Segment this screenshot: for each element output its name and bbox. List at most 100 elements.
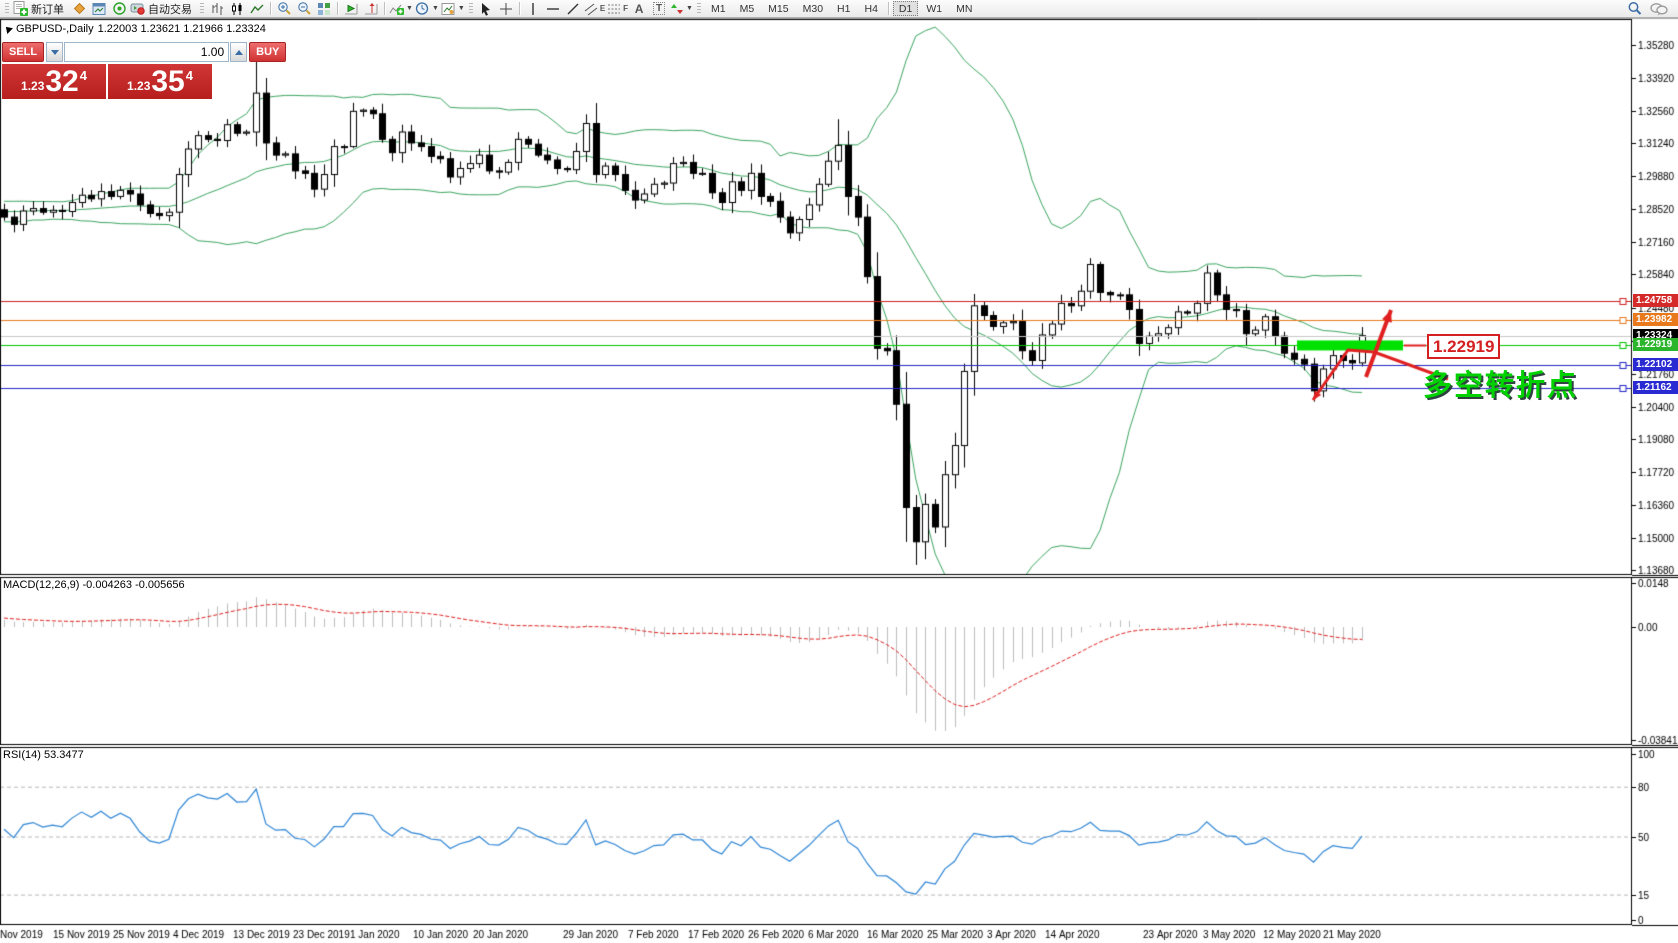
line-chart-mode-button[interactable] bbox=[247, 1, 267, 17]
new-chart-icon bbox=[92, 2, 105, 15]
new-order-icon bbox=[13, 1, 28, 16]
bar-chart-mode-button[interactable] bbox=[207, 1, 227, 17]
toolbar-grip[interactable] bbox=[468, 2, 473, 15]
bid-pipette: 4 bbox=[79, 67, 87, 83]
triangle-up-icon bbox=[234, 49, 243, 55]
horizontal-line-tool-button[interactable] bbox=[543, 1, 563, 17]
chevron-down-icon: ▼ bbox=[406, 5, 413, 12]
timeframe-m15[interactable]: M15 bbox=[762, 1, 794, 16]
tile-windows-button[interactable] bbox=[314, 1, 334, 17]
autotrading-label: 自动交易 bbox=[148, 3, 192, 16]
toolbar-separator bbox=[337, 2, 338, 15]
crosshair-tool-button[interactable] bbox=[496, 1, 516, 17]
volume-increase-button[interactable] bbox=[230, 42, 248, 62]
new-chart-button[interactable] bbox=[89, 1, 109, 17]
candlestick-mode-button[interactable] bbox=[227, 1, 247, 17]
signals-button[interactable] bbox=[109, 1, 129, 17]
price-tag: 1.23982 bbox=[1633, 313, 1678, 326]
toolbar-separator bbox=[887, 2, 889, 15]
toolbar-separator bbox=[518, 2, 520, 15]
cursor-icon bbox=[482, 2, 491, 16]
timeframe-w1[interactable]: W1 bbox=[920, 1, 948, 16]
cursor-tool-button[interactable] bbox=[476, 1, 496, 17]
price-callout[interactable]: 1.22919 bbox=[1427, 334, 1501, 359]
bid-big-digits: 32 bbox=[45, 64, 79, 98]
fibonacci-icon bbox=[608, 4, 621, 13]
main-toolbar: 新订单 自动交易 bbox=[0, 0, 1678, 18]
timeframe-m1[interactable]: M1 bbox=[705, 1, 732, 16]
new-order-button[interactable]: 新订单 bbox=[12, 1, 69, 17]
indicators-icon bbox=[389, 4, 404, 15]
buy-button[interactable]: BUY bbox=[249, 42, 287, 62]
arrows-tool-button[interactable]: ▼ bbox=[669, 1, 694, 17]
templates-button[interactable]: ▼ bbox=[440, 1, 466, 17]
timeframe-mn[interactable]: MN bbox=[950, 1, 978, 16]
timeframe-d1[interactable]: D1 bbox=[892, 1, 919, 16]
price-tag: 1.21162 bbox=[1633, 381, 1678, 394]
autotrading-button[interactable]: 自动交易 bbox=[129, 1, 197, 17]
toolbar-grip[interactable] bbox=[200, 2, 204, 15]
bid-prefix: 1.23 bbox=[21, 79, 45, 93]
text-label-tool-button[interactable]: T bbox=[649, 1, 669, 17]
text-tool-button[interactable]: A bbox=[629, 1, 649, 17]
chevron-down-icon: ▼ bbox=[686, 5, 693, 12]
vertical-line-tool-button[interactable] bbox=[523, 1, 543, 17]
chart-symbol-period: GBPUSD-,Daily bbox=[16, 23, 94, 35]
candlestick-chart-icon bbox=[232, 2, 242, 15]
text-label-icon: T bbox=[652, 2, 666, 15]
chart-title: GBPUSD-,Daily 1.22003 1.23621 1.21966 1.… bbox=[3, 23, 266, 35]
toolbar-separator bbox=[384, 2, 385, 15]
sell-button[interactable]: SELL bbox=[2, 42, 45, 62]
shapes-icon bbox=[671, 3, 684, 14]
toolbar-right-group bbox=[1627, 1, 1668, 16]
timeframe-m5[interactable]: M5 bbox=[734, 1, 761, 16]
autotrading-icon bbox=[130, 3, 145, 15]
metaeditor-button[interactable] bbox=[69, 1, 89, 17]
crosshair-icon bbox=[499, 2, 512, 15]
chart-menu-arrow-icon[interactable] bbox=[3, 24, 13, 34]
volume-decrease-button[interactable] bbox=[46, 42, 64, 62]
toolbar-grip[interactable] bbox=[696, 2, 701, 15]
channel-sub-label: E bbox=[599, 4, 606, 13]
bid-price-box[interactable]: 1.23 32 4 bbox=[2, 64, 106, 99]
fibonacci-tool-button[interactable]: F bbox=[606, 1, 629, 17]
timeframe-m30[interactable]: M30 bbox=[797, 1, 829, 16]
equidistant-channel-tool-button[interactable]: E bbox=[583, 1, 606, 17]
turning-point-annotation[interactable]: 多空转折点 bbox=[1423, 370, 1579, 402]
ask-pipette: 4 bbox=[185, 67, 193, 83]
new-order-label: 新订单 bbox=[31, 3, 64, 16]
timeframe-h1[interactable]: H1 bbox=[831, 1, 856, 16]
trendline-tool-button[interactable] bbox=[563, 1, 583, 17]
auto-scroll-button[interactable] bbox=[341, 1, 361, 17]
chart-shift-icon bbox=[364, 2, 377, 14]
chart-shift-button[interactable] bbox=[361, 1, 381, 17]
rsi-value: 53.3477 bbox=[43, 749, 84, 761]
auto-scroll-icon bbox=[344, 3, 357, 14]
triangle-down-icon bbox=[50, 49, 59, 55]
templates-icon bbox=[441, 2, 455, 15]
zoom-out-icon bbox=[297, 2, 311, 15]
chart-ohlc-values: 1.22003 1.23621 1.21966 1.23324 bbox=[97, 23, 266, 35]
metaeditor-icon bbox=[73, 2, 85, 15]
indicators-button[interactable]: ▼ bbox=[388, 1, 414, 17]
chat-icon[interactable] bbox=[1650, 2, 1668, 16]
trendline-icon bbox=[567, 3, 579, 14]
macd-indicator-label: MACD(12,26,9) -0.004263 -0.005656 bbox=[3, 579, 185, 591]
timeframe-h4[interactable]: H4 bbox=[858, 1, 883, 16]
ask-price-box[interactable]: 1.23 35 4 bbox=[108, 64, 212, 99]
periods-button[interactable]: ▼ bbox=[414, 1, 440, 17]
rsi-name: RSI(14) bbox=[3, 749, 41, 761]
zoom-in-button[interactable] bbox=[274, 1, 294, 17]
zoom-out-button[interactable] bbox=[294, 1, 314, 17]
search-icon[interactable] bbox=[1627, 1, 1642, 16]
chevron-down-icon: ▼ bbox=[431, 5, 439, 12]
clock-icon bbox=[415, 2, 429, 15]
macd-name: MACD(12,26,9) bbox=[3, 579, 80, 591]
volume-stepper bbox=[46, 42, 248, 62]
volume-input[interactable] bbox=[64, 42, 230, 62]
horizontal-line-icon bbox=[546, 7, 559, 10]
one-click-trading-panel: SELL BUY 1.23 32 4 1.23 35 4 bbox=[2, 42, 287, 99]
toolbar-grip[interactable] bbox=[5, 2, 9, 15]
price-tag: 1.22102 bbox=[1633, 358, 1678, 371]
